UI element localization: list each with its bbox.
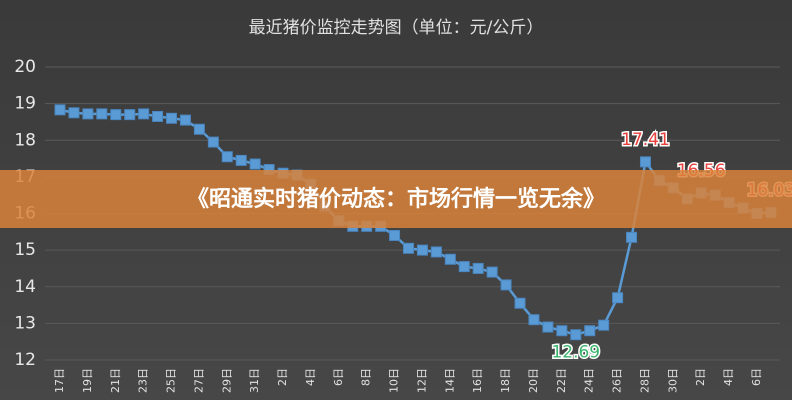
point-marker: [193, 123, 205, 135]
point-marker: [500, 279, 512, 291]
x-tick-label: 24日: [583, 368, 596, 393]
x-tick-label: 29日: [220, 368, 233, 393]
x-tick-label: 2日: [276, 368, 289, 386]
point-marker: [430, 246, 442, 258]
x-tick-label: 4日: [304, 368, 317, 386]
x-tick-label: 17日: [53, 368, 66, 393]
y-tick-label: 19: [14, 94, 36, 114]
point-marker: [514, 297, 526, 309]
point-marker: [584, 325, 596, 337]
point-marker: [556, 325, 568, 337]
point-marker: [138, 108, 150, 120]
point-marker: [96, 108, 108, 120]
point-marker: [598, 319, 610, 331]
x-tick-label: 6日: [332, 368, 345, 386]
point-marker: [166, 112, 178, 124]
y-tick-label: 13: [14, 313, 36, 333]
x-tick-label: 21日: [109, 368, 122, 393]
x-tick-label: 6日: [750, 368, 763, 386]
x-tick-label: 26日: [611, 368, 624, 393]
x-tick-label: 25日: [165, 368, 178, 393]
point-marker: [458, 261, 470, 273]
y-tick-label: 14: [14, 277, 36, 297]
point-marker: [612, 292, 624, 304]
banner: [0, 170, 792, 228]
point-marker: [626, 231, 638, 243]
point-marker: [472, 262, 484, 274]
y-tick-label: 18: [14, 130, 36, 150]
point-marker: [179, 114, 191, 126]
banner-text: 《昭通实时猪价动态：市场行情一览无余》: [187, 186, 605, 212]
data-label: 17.41: [621, 130, 670, 150]
point-marker: [542, 321, 554, 333]
point-marker: [570, 329, 582, 341]
point-marker: [639, 156, 651, 168]
x-tick-label: 18日: [499, 368, 512, 393]
y-tick-label: 15: [14, 240, 36, 260]
chart-title: 最近猪价监控走势图（单位：元/公斤）: [249, 18, 544, 38]
point-marker: [249, 158, 261, 170]
data-label: 12.69: [551, 343, 600, 363]
x-tick-label: 19日: [81, 368, 94, 393]
point-marker: [68, 107, 80, 119]
x-tick-label: 10日: [388, 368, 401, 393]
point-marker: [124, 109, 136, 121]
point-marker: [110, 109, 122, 121]
point-marker: [389, 229, 401, 241]
point-marker: [416, 244, 428, 256]
point-marker: [444, 253, 456, 265]
x-tick-label: 30日: [666, 368, 679, 393]
x-tick-label: 22日: [555, 368, 568, 393]
x-tick-label: 16日: [471, 368, 484, 393]
x-tick-label: 12日: [415, 368, 428, 393]
point-marker: [528, 314, 540, 326]
point-marker: [403, 242, 414, 254]
x-tick-label: 14日: [443, 368, 456, 393]
point-marker: [207, 136, 219, 148]
point-marker: [221, 151, 233, 163]
y-tick-label: 12: [14, 350, 36, 370]
x-tick-label: 23日: [137, 368, 150, 393]
y-tick-label: 20: [14, 57, 36, 77]
point-marker: [54, 104, 66, 116]
x-tick-label: 20日: [527, 368, 540, 393]
point-marker: [486, 266, 498, 278]
point-marker: [235, 154, 247, 166]
x-tick-label: 27日: [192, 368, 205, 393]
x-tick-label: 28日: [638, 368, 651, 393]
point-marker: [82, 108, 94, 120]
x-tick-label: 31日: [248, 368, 261, 393]
x-tick-label: 8日: [360, 368, 373, 386]
point-marker: [152, 110, 164, 122]
x-tick-label: 2日: [694, 368, 707, 386]
x-tick-label: 4日: [722, 368, 735, 386]
